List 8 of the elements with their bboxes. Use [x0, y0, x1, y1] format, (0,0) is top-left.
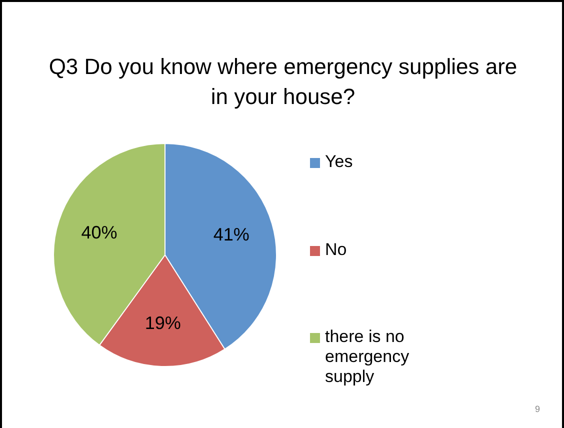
legend-label: No: [325, 240, 347, 260]
text: 9: [534, 404, 540, 414]
data-label: 40%: [81, 222, 118, 243]
legend-label: there is no emergency supply: [325, 327, 410, 387]
data-label: 41%: [213, 224, 250, 245]
data-label: 19%: [144, 313, 181, 334]
chart-title: Q3 Do you know where emergency supplies are in your house?: [48, 53, 518, 111]
legend-label: Yes: [325, 152, 353, 172]
